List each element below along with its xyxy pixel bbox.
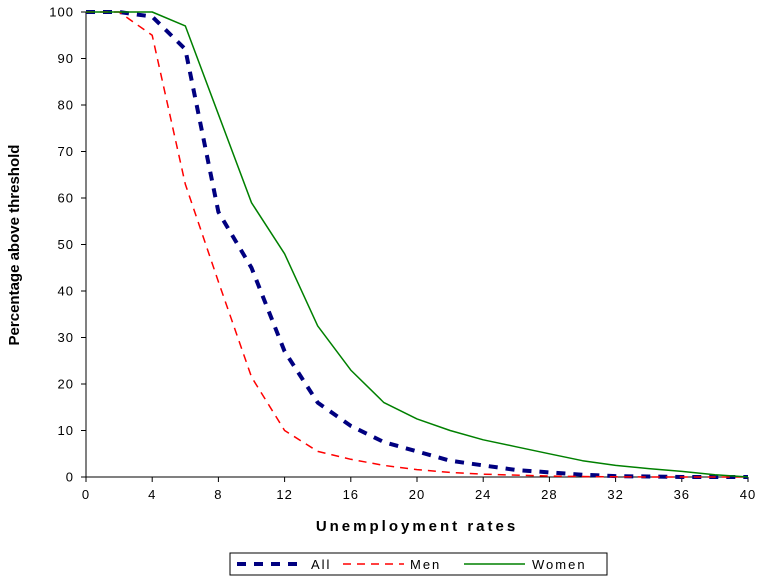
y-tick-label: 10 [58,423,74,438]
legend-box [229,552,608,576]
plot-area [85,12,748,478]
x-tick-label: 12 [276,487,292,502]
x-tick-label: 20 [409,487,425,502]
y-tick-label: 80 [58,98,74,113]
legend-label-all: All [311,557,331,572]
y-tick-label: 70 [58,144,74,159]
y-tick-label: 20 [58,377,74,392]
legend: All Men Women [229,552,608,576]
y-tick-label: 30 [58,330,74,345]
x-tick-label: 8 [214,487,222,502]
x-axis-title: Unemployment rates [316,518,518,535]
legend-label-women: Women [532,557,587,572]
x-tick-label: 28 [541,487,557,502]
x-axis: 0 4 8 12 16 20 24 28 32 36 40 [82,477,756,502]
y-tick-label: 50 [58,237,74,252]
y-tick-label: 90 [58,51,74,66]
x-tick-label: 4 [148,487,156,502]
series-line-women [86,11,749,478]
series-line-all [86,10,748,479]
y-axis-title: Percentage above threshold [6,145,23,346]
legend-label-men: Men [410,557,441,572]
y-tick-label: 0 [66,470,74,485]
y-tick-label: 40 [58,284,74,299]
x-tick-label: 16 [343,487,359,502]
y-tick-label: 100 [49,5,74,20]
x-tick-label: 36 [674,487,690,502]
series-layer [86,10,749,479]
x-tick-label: 40 [740,487,756,502]
x-tick-label: 24 [475,487,491,502]
y-axis: 0 10 20 30 40 50 60 70 80 90 100 [49,5,86,485]
x-tick-label: 32 [607,487,623,502]
series-line-men [86,11,748,478]
x-tick-label: 0 [82,487,90,502]
y-tick-label: 60 [58,191,74,206]
